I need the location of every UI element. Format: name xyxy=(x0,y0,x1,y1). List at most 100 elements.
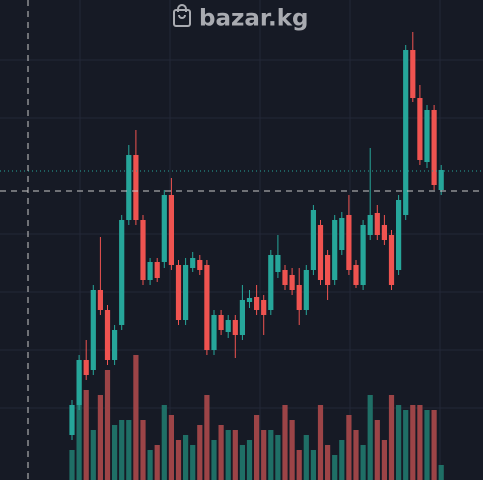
volume-bar xyxy=(239,445,245,480)
candle-body xyxy=(211,315,217,350)
volume-bar xyxy=(289,420,295,480)
volume-bar xyxy=(90,430,96,480)
candle-body xyxy=(183,265,189,320)
volume-bar xyxy=(83,390,89,480)
volume-layer xyxy=(69,355,444,480)
volume-bar xyxy=(211,440,217,480)
volume-bar xyxy=(232,430,238,480)
candle-body xyxy=(154,262,160,278)
volume-bar xyxy=(126,420,132,480)
candle-body xyxy=(254,297,260,310)
candle-body xyxy=(147,262,153,280)
volume-bar xyxy=(133,355,139,480)
candle-layer xyxy=(69,32,444,440)
volume-bar xyxy=(325,445,331,480)
candle-body xyxy=(140,220,146,280)
volume-bar xyxy=(424,410,430,480)
volume-bar xyxy=(147,450,153,480)
volume-bar xyxy=(360,445,366,480)
candle-body xyxy=(325,255,331,285)
volume-bar xyxy=(261,430,267,480)
candle-body xyxy=(346,215,352,270)
candle-body xyxy=(424,110,430,162)
volume-bar xyxy=(218,425,224,480)
candle-body xyxy=(83,360,89,375)
volume-bar xyxy=(438,465,444,480)
volume-bar xyxy=(317,405,324,480)
candle-body xyxy=(90,290,96,370)
volume-bar xyxy=(388,395,395,480)
candle-body xyxy=(197,260,203,270)
candle-body xyxy=(438,170,444,190)
candle-body xyxy=(126,155,132,220)
volume-bar xyxy=(268,430,274,480)
volume-bar xyxy=(431,410,437,480)
candle-body xyxy=(353,265,359,285)
candle-body xyxy=(374,213,380,235)
candle-body xyxy=(161,195,167,262)
volume-bar xyxy=(154,445,160,480)
candle-body xyxy=(332,220,338,280)
volume-bar xyxy=(97,395,103,480)
candle-body xyxy=(225,320,231,332)
candle-body xyxy=(317,225,324,280)
volume-bar xyxy=(332,455,338,480)
volume-bar xyxy=(175,440,182,480)
volume-bar xyxy=(410,405,416,480)
volume-bar xyxy=(204,395,210,480)
volume-bar xyxy=(346,415,352,480)
candle-body xyxy=(97,290,103,310)
volume-bar xyxy=(374,420,380,480)
candle-body xyxy=(381,225,387,240)
volume-bar xyxy=(246,440,253,480)
candle-body xyxy=(417,98,423,160)
volume-bar xyxy=(104,370,111,480)
candle-body xyxy=(112,330,118,360)
volume-bar xyxy=(417,405,423,480)
candle-body xyxy=(396,200,402,270)
candle-body xyxy=(339,218,345,250)
volume-bar xyxy=(339,440,345,480)
candle-body xyxy=(261,300,267,315)
volume-bar xyxy=(161,405,167,480)
candle-body xyxy=(303,270,309,310)
volume-bar xyxy=(119,420,125,480)
candle-body xyxy=(388,235,395,285)
candle-body xyxy=(282,270,288,285)
volume-bar xyxy=(197,425,203,480)
volume-bar xyxy=(403,410,409,480)
watermark-text: bazar.kg xyxy=(199,6,308,32)
candle-body xyxy=(104,310,111,360)
candle-body xyxy=(367,215,373,235)
watermark: bazar.kg xyxy=(173,4,308,32)
candle-body xyxy=(403,50,409,215)
candle-body xyxy=(410,50,416,98)
volume-bar xyxy=(282,405,288,480)
volume-bar xyxy=(303,435,309,480)
candle-body xyxy=(246,298,253,302)
candle-body xyxy=(268,255,274,310)
candle-body xyxy=(431,110,437,185)
candle-body xyxy=(119,220,125,325)
volume-bar xyxy=(140,420,146,480)
candle-body xyxy=(296,285,302,310)
volume-bar xyxy=(168,415,174,480)
candle-body xyxy=(76,360,82,405)
candle-body xyxy=(232,320,238,335)
volume-bar xyxy=(183,435,189,480)
volume-bar xyxy=(69,450,75,480)
volume-bar xyxy=(310,450,316,480)
bag-icon xyxy=(173,4,191,27)
candle-body xyxy=(190,258,196,268)
candle-body xyxy=(239,300,245,335)
candle-body xyxy=(360,225,366,285)
volume-bar xyxy=(381,440,387,480)
volume-bar xyxy=(112,425,118,480)
volume-bar xyxy=(353,430,359,480)
candle-body xyxy=(204,265,210,350)
candle-body xyxy=(218,315,224,330)
volume-bar xyxy=(190,445,196,480)
candle-body xyxy=(69,405,75,435)
volume-bar xyxy=(396,405,402,480)
